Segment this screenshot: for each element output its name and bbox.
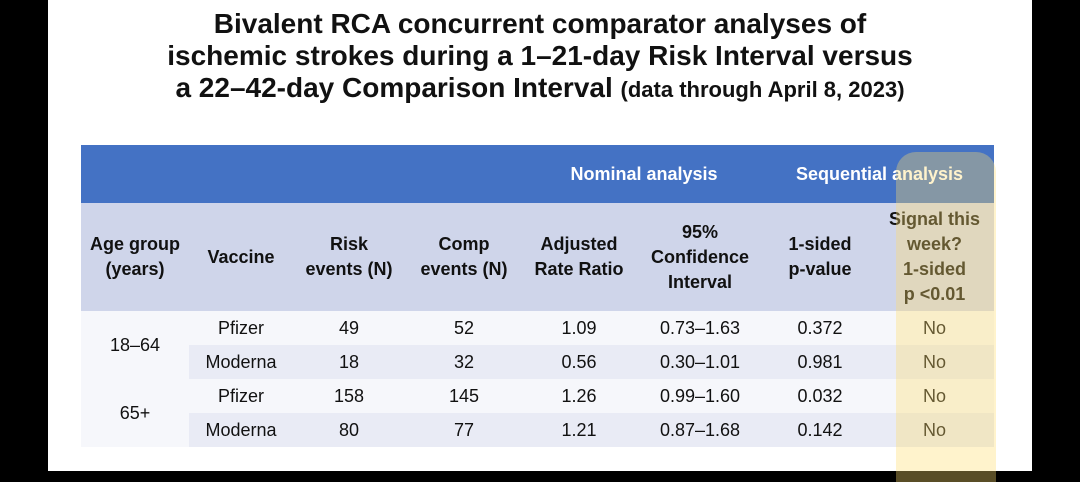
ci-cell: 0.73–1.63 — [635, 311, 765, 345]
header-age-group-l2: (years) — [105, 259, 165, 279]
risk-events-cell: 18 — [293, 345, 405, 379]
rate-ratio-cell: 1.21 — [523, 413, 635, 447]
comp-events-cell: 145 — [405, 379, 523, 413]
header-vaccine: Vaccine — [189, 203, 293, 311]
header-signal-l2: week? — [906, 234, 963, 254]
vaccine-cell: Pfizer — [189, 379, 293, 413]
header-vaccine-l1: Vaccine — [207, 246, 275, 267]
header-comp-events: Comp events (N) — [405, 203, 523, 311]
header-signal-l3: 1-sided — [902, 259, 967, 279]
title-line-3-main: a 22–42-day Comparison Interval — [175, 72, 613, 103]
header-comp-l1: Comp — [438, 234, 490, 254]
vaccine-cell: Moderna — [189, 345, 293, 379]
signal-cell: No — [875, 379, 995, 413]
p-value-cell: 0.981 — [765, 345, 875, 379]
p-value-cell: 0.372 — [765, 311, 875, 345]
column-header-row: Age group (years) Vaccine Risk events (N) … — [81, 203, 995, 311]
age-group-cell: 18–64 — [81, 311, 189, 379]
header-ci: 95% Confidence Interval — [635, 203, 765, 311]
comp-events-cell: 77 — [405, 413, 523, 447]
p-value-cell: 0.032 — [765, 379, 875, 413]
header-rr-l1: Adjusted — [540, 234, 618, 254]
header-p-l2: p-value — [788, 259, 852, 279]
results-table: Nominal analysis Sequential analysis Age… — [81, 145, 995, 447]
table-row: 65+ Pfizer 158 145 1.26 0.99–1.60 0.032 … — [81, 379, 995, 447]
rate-ratio-cell: 1.09 — [523, 311, 635, 345]
title-line-1: Bivalent RCA concurrent comparator analy… — [213, 8, 867, 39]
header-p-l1: 1-sided — [788, 234, 852, 254]
table-row: Moderna 18 32 0.56 0.30–1.01 0.981 No — [81, 345, 995, 379]
header-ci-l1: 95% — [681, 221, 719, 242]
header-signal: Signal this week? 1-sided p <0.01 — [875, 203, 995, 311]
header-signal-l1: Signal this — [889, 209, 981, 229]
header-ci-l2: Confidence — [650, 246, 749, 267]
title-date-note: (data through April 8, 2023) — [620, 77, 905, 102]
risk-events-cell: 158 — [293, 379, 405, 413]
title-line-3: a 22–42-day Comparison Interval (data th… — [48, 72, 1032, 106]
group-header-row: Nominal analysis Sequential analysis — [81, 145, 995, 203]
group-sequential-analysis: Sequential analysis — [765, 145, 995, 203]
vaccine-cell: Moderna — [189, 413, 293, 447]
risk-events-cell: 49 — [293, 311, 405, 345]
rate-ratio-cell: 1.26 — [523, 379, 635, 413]
header-risk-l1: Risk — [329, 234, 369, 254]
signal-cell: No — [875, 345, 995, 379]
age-group-cell: 65+ — [81, 379, 189, 447]
ci-cell: 0.30–1.01 — [635, 345, 765, 379]
header-risk-events: Risk events (N) — [293, 203, 405, 311]
comp-events-cell: 52 — [405, 311, 523, 345]
header-comp-l2: events (N) — [420, 259, 508, 279]
p-value-cell: 0.142 — [765, 413, 875, 447]
header-ci-l3: Interval — [667, 271, 733, 292]
header-adjusted-rr: Adjusted Rate Ratio — [523, 203, 635, 311]
comp-events-cell: 32 — [405, 345, 523, 379]
title-line-2: ischemic strokes during a 1–21-day Risk … — [167, 40, 913, 71]
header-age-group-l1: Age group — [90, 234, 180, 254]
ci-cell: 0.87–1.68 — [635, 413, 765, 447]
group-header-blank — [81, 145, 523, 203]
signal-cell: No — [875, 413, 995, 447]
slide-title: Bivalent RCA concurrent comparator analy… — [48, 8, 1032, 106]
header-signal-l4: p <0.01 — [903, 284, 966, 304]
vaccine-cell: Pfizer — [189, 311, 293, 345]
rate-ratio-cell: 0.56 — [523, 345, 635, 379]
header-rr-l2: Rate Ratio — [534, 259, 624, 279]
header-age-group: Age group (years) — [81, 203, 189, 311]
group-nominal-analysis: Nominal analysis — [523, 145, 765, 203]
table-row: 18–64 Pfizer 49 52 1.09 0.73–1.63 0.372 … — [81, 311, 995, 379]
header-p-value: 1-sided p-value — [765, 203, 875, 311]
table-row: Moderna 80 77 1.21 0.87–1.68 0.142 No — [81, 413, 995, 447]
ci-cell: 0.99–1.60 — [635, 379, 765, 413]
risk-events-cell: 80 — [293, 413, 405, 447]
header-risk-l2: events (N) — [305, 259, 393, 279]
signal-cell: No — [875, 311, 995, 345]
